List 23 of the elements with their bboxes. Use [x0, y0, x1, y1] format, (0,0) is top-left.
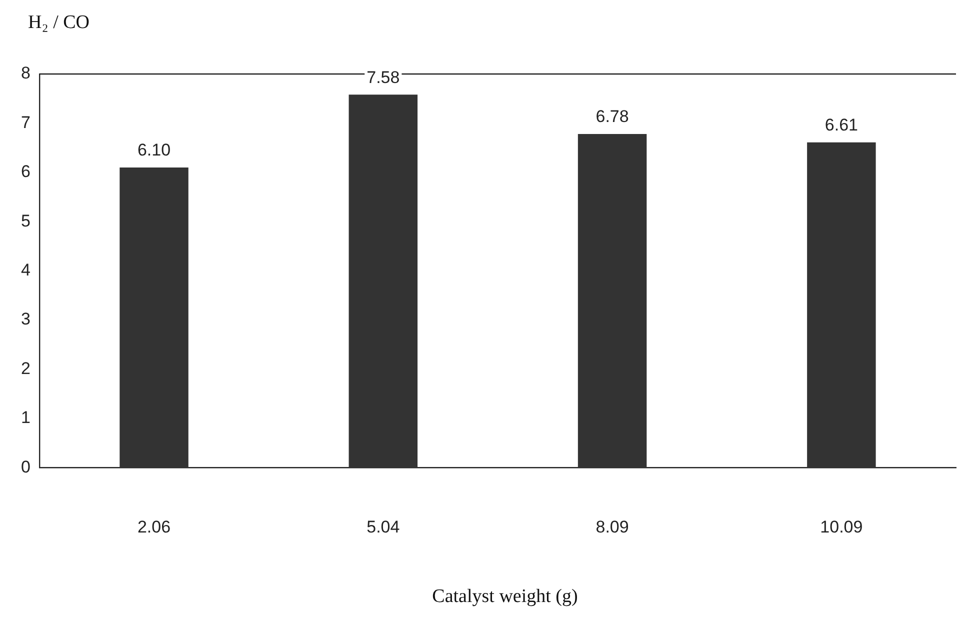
bar — [807, 142, 876, 468]
x-tick-label: 2.06 — [137, 517, 171, 536]
y-tick-label: 0 — [20, 457, 30, 476]
y-tick-label: 1 — [20, 408, 30, 428]
y-tick-label: 2 — [20, 358, 30, 378]
data-label: 7.58 — [366, 68, 400, 87]
y-tick-label: 5 — [20, 211, 30, 230]
y-axis-title: H₂ / CO — [28, 12, 90, 34]
y-tick-label: 8 — [20, 64, 30, 83]
bar — [578, 134, 647, 468]
y-tick-label: 7 — [20, 112, 30, 132]
x-tick-label: 10.09 — [820, 517, 863, 536]
bar — [120, 167, 188, 468]
data-label: 6.61 — [824, 116, 858, 135]
y-tick-label: 3 — [20, 310, 30, 329]
bar — [348, 94, 418, 468]
x-axis-title: Catalyst weight (g) — [431, 586, 579, 608]
data-label: 6.10 — [137, 140, 171, 160]
y-tick-label: 4 — [20, 260, 30, 280]
data-label: 6.78 — [596, 107, 629, 126]
x-tick-label: 5.04 — [366, 517, 400, 536]
y-tick-label: 6 — [20, 162, 30, 182]
x-tick-label: 8.09 — [596, 517, 629, 536]
